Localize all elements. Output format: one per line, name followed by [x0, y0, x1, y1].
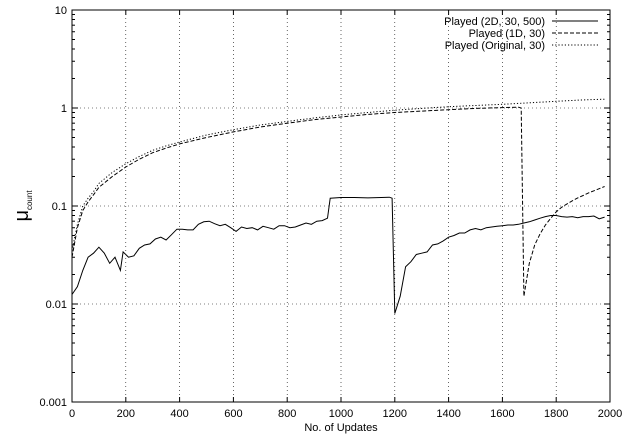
legend-label-2: Played (1D, 30)	[469, 28, 545, 40]
x-tick-label: 1000	[329, 408, 353, 420]
x-tick-label: 200	[117, 408, 135, 420]
y-tick-label: 1	[61, 103, 67, 115]
y-axis-label-sub: count	[25, 190, 34, 210]
grid	[72, 10, 610, 402]
series-line-2	[71, 106, 605, 297]
legend: Played (2D, 30, 500)Played (1D, 30)Playe…	[444, 16, 598, 52]
y-axis-label-main: μ	[11, 210, 33, 222]
x-axis-label: No. of Updates	[304, 422, 378, 434]
plot-frame	[71, 9, 611, 403]
y-tick-label: 0.01	[46, 299, 67, 311]
x-tick-label: 1600	[490, 408, 514, 420]
legend-label-1: Played (2D, 30, 500)	[444, 16, 545, 28]
x-tick-label: 800	[278, 408, 296, 420]
series-line-3	[71, 98, 605, 251]
x-tick-label: 1200	[383, 408, 407, 420]
y-tick-label: 0.001	[39, 397, 67, 409]
x-tick-label: 1400	[436, 408, 460, 420]
series-group	[71, 98, 605, 314]
x-tick-label: 400	[170, 408, 188, 420]
x-tick-label: 600	[224, 408, 242, 420]
x-tick-label: 1800	[544, 408, 568, 420]
series-line-1	[71, 196, 605, 314]
legend-label-3: Played (Original, 30)	[445, 40, 545, 52]
x-tick-label: 0	[69, 408, 75, 420]
x-tick-label: 2000	[598, 408, 622, 420]
y-tick-label: 0.1	[52, 201, 67, 213]
ticks: 0 200 400 600 800 1000 1200 1400 1600 1800 2000 0.0…	[39, 5, 622, 420]
y-tick-label: 10	[55, 5, 67, 17]
y-axis-label: μcount	[11, 190, 34, 222]
